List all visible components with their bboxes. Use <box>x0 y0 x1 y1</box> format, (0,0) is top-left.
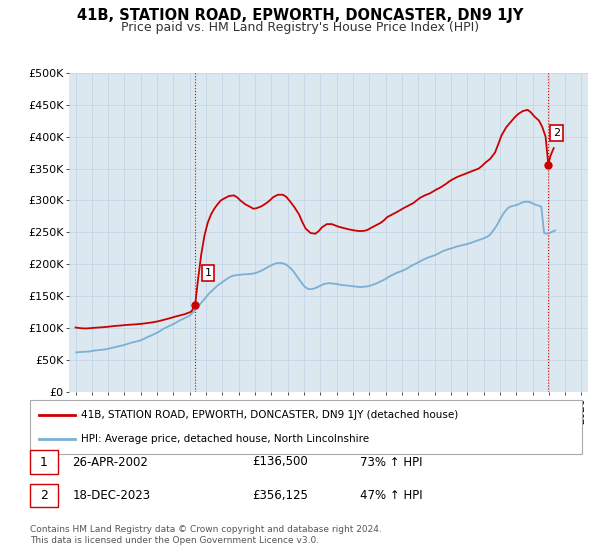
Text: 26-APR-2002: 26-APR-2002 <box>73 455 148 469</box>
Text: HPI: Average price, detached house, North Lincolnshire: HPI: Average price, detached house, Nort… <box>81 433 369 444</box>
Text: £136,500: £136,500 <box>252 455 308 469</box>
Text: 1: 1 <box>40 455 48 469</box>
Text: Price paid vs. HM Land Registry's House Price Index (HPI): Price paid vs. HM Land Registry's House … <box>121 21 479 34</box>
Text: Contains HM Land Registry data © Crown copyright and database right 2024.
This d: Contains HM Land Registry data © Crown c… <box>30 525 382 545</box>
Text: 41B, STATION ROAD, EPWORTH, DONCASTER, DN9 1JY (detached house): 41B, STATION ROAD, EPWORTH, DONCASTER, D… <box>81 410 458 421</box>
Text: 47% ↑ HPI: 47% ↑ HPI <box>360 489 422 502</box>
Text: 41B, STATION ROAD, EPWORTH, DONCASTER, DN9 1JY: 41B, STATION ROAD, EPWORTH, DONCASTER, D… <box>77 8 523 24</box>
Text: 2: 2 <box>40 489 48 502</box>
Text: 73% ↑ HPI: 73% ↑ HPI <box>360 455 422 469</box>
Text: 18-DEC-2023: 18-DEC-2023 <box>73 489 151 502</box>
Text: 1: 1 <box>205 268 212 278</box>
Text: £356,125: £356,125 <box>252 489 308 502</box>
Text: 2: 2 <box>553 128 560 138</box>
